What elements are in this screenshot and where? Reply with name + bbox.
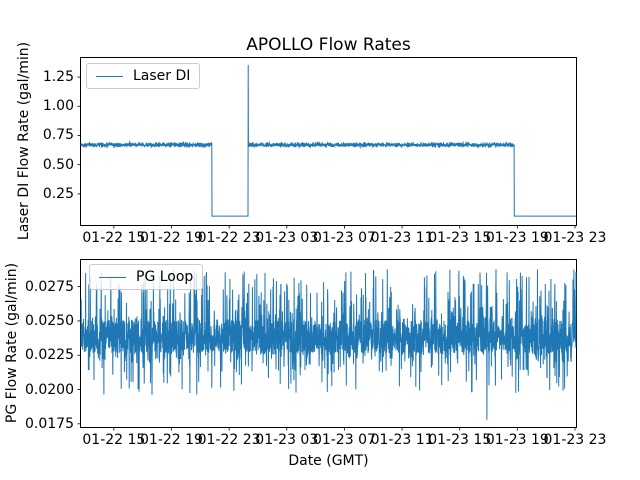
x-tick-label: 01-23 19	[485, 432, 549, 448]
y-tick-label: 0.75	[42, 127, 74, 144]
y-tick-label: 1.25	[42, 69, 74, 86]
laser-di-legend-label: Laser DI	[133, 68, 191, 84]
x-tick-label: 01-23 23	[543, 432, 607, 448]
x-tick-label: 01-23 11	[370, 432, 434, 448]
x-tick-label: 01-22 15	[82, 432, 146, 448]
pg-loop-plot-area: PG Loop 01-22 15 01-22 19 01-22 23 01-23 03…	[25, 259, 606, 448]
x-axis-label: Date (GMT)	[288, 453, 369, 469]
laser-di-plot-canvas	[77, 65, 576, 229]
x-tick-label: 01-23 07	[312, 230, 376, 246]
y-tick-label: 0.50	[42, 156, 74, 173]
x-tick-label: 01-23 07	[312, 432, 376, 448]
pg-loop-plot-canvas	[77, 269, 577, 431]
laser-di-series-line	[80, 65, 576, 217]
pg-loop-legend-label: PG Loop	[136, 269, 194, 285]
tick-marks	[77, 76, 576, 229]
x-tick-label: 01-23 15	[428, 230, 492, 246]
x-tick-label: 01-23 03	[255, 432, 319, 448]
figure-title: APOLLO Flow Rates	[246, 35, 411, 55]
pg-loop-series-line	[80, 269, 577, 420]
laser-di-plot-area: Laser DI 01-22 15 01-22 19 01-22 23 01-23 0…	[43, 57, 606, 246]
x-tick-label: 01-22 23	[197, 230, 261, 246]
x-tick-label: 01-23 23	[543, 230, 607, 246]
legend-line-sample-icon	[96, 75, 123, 77]
x-tick-label: 01-23 03	[255, 230, 319, 246]
x-tick-label: 01-23 15	[428, 432, 492, 448]
x-tick-label: 01-22 15	[82, 230, 146, 246]
y-tick-label: 1.00	[42, 98, 74, 115]
x-tick-label: 01-23 19	[485, 230, 549, 246]
legend-line-sample-icon	[99, 276, 126, 278]
pg-y-axis-label: PG Flow Rate (gal/min)	[4, 262, 20, 424]
x-tick-label: 01-22 19	[140, 432, 203, 448]
x-tick-label: 01-22 23	[197, 432, 261, 448]
laser-di-legend: Laser DI	[86, 63, 201, 89]
pg-loop-legend: PG Loop	[89, 264, 204, 290]
x-tick-label: 01-22 19	[140, 230, 203, 246]
x-tick-label: 01-23 11	[370, 230, 434, 246]
tick-marks	[77, 286, 576, 431]
